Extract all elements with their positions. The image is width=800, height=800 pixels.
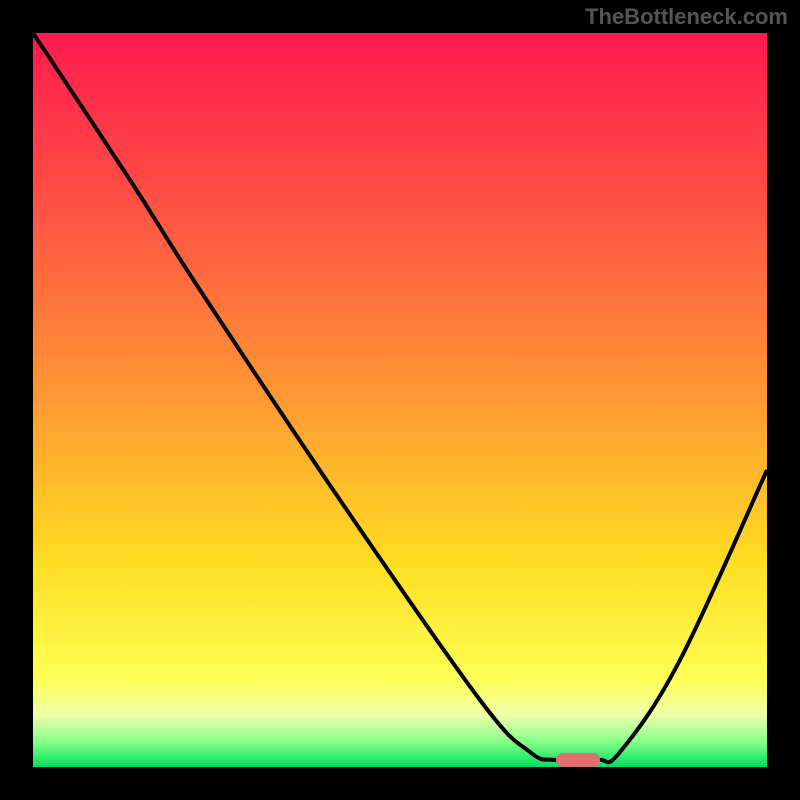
- watermark-label: TheBottleneck.com: [585, 4, 788, 30]
- minimum-marker: [556, 753, 600, 767]
- curve-svg: [33, 33, 767, 767]
- bottleneck-curve: [33, 33, 767, 762]
- plot-area: [33, 33, 767, 767]
- chart-container: TheBottleneck.com: [0, 0, 800, 800]
